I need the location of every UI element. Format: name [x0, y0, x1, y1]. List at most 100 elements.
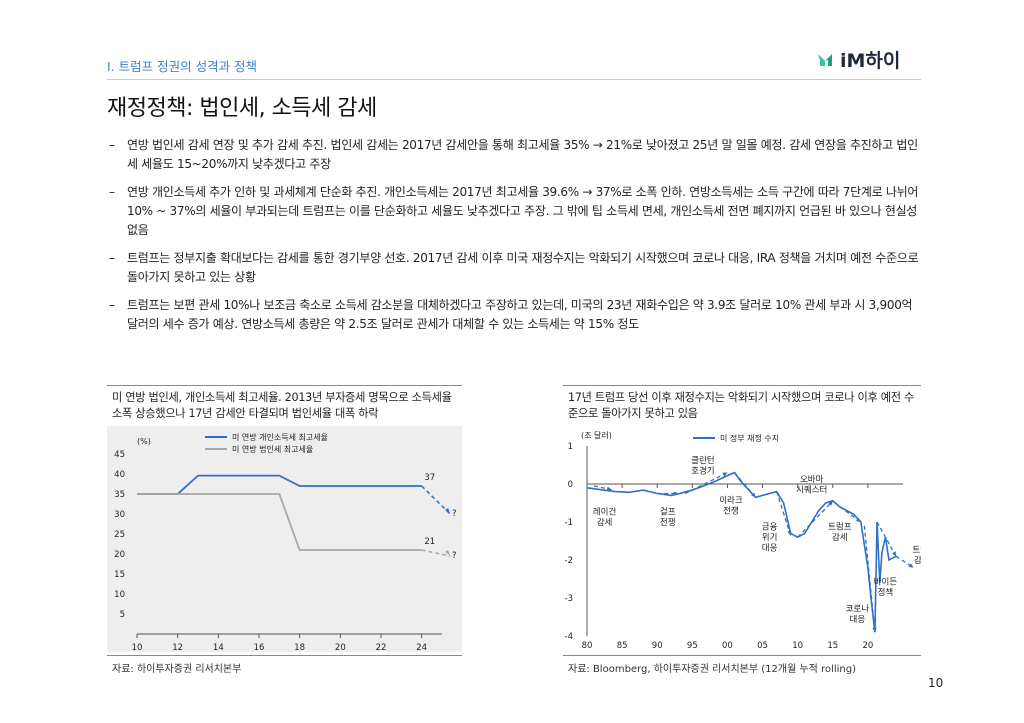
- projection-line: [421, 549, 451, 557]
- bullet-dash: –: [109, 138, 115, 152]
- y-tick-label: -3: [565, 594, 573, 604]
- logo-text: iM하이: [840, 50, 900, 72]
- x-tick-label: 00: [722, 641, 733, 651]
- right-chart-source: 자료: Bloomberg, 하이투자증권 리서치본부 (12개월 누적 rol…: [568, 664, 856, 675]
- annotation-arrowhead: [872, 627, 877, 633]
- y-tick-label: 35: [114, 490, 125, 500]
- annotation-label: 레이건: [593, 506, 616, 517]
- annotation-arrowhead: [606, 486, 612, 491]
- bullet-text: 트럼프는 정부지출 확대보다는 감세를 통한 경기부양 선호. 2017년 감세…: [127, 251, 919, 284]
- section-heading: I. 트럼프 정권의 성격과 정책: [107, 59, 258, 74]
- annotation-arrowhead: [722, 472, 728, 477]
- annotation-label: 트럼프: [912, 545, 921, 555]
- bullet-item: – 연방 법인세 감세 연장 및 추가 감세 추진. 법인세 감세는 2017년…: [107, 136, 921, 174]
- right-chart-bottom-rule: [563, 655, 921, 656]
- right-chart-top-rule: [563, 385, 921, 386]
- x-tick-label: 24: [416, 643, 427, 652]
- bullet-dash: –: [109, 185, 115, 199]
- annotation-label: 시퀘스터: [796, 486, 827, 496]
- annotation-label: 정책: [878, 587, 894, 598]
- annotation-label: 위기: [762, 533, 778, 543]
- bullet-text: 트럼프는 보편 관세 10%나 보조금 축소로 소득세 감소분을 대체하겠다고 …: [127, 298, 913, 331]
- left-chart-source: 자료: 하이투자증권 리서치본부: [112, 664, 242, 675]
- legend-label: 미 정부 재정 수지: [720, 433, 779, 443]
- legend-label: 미 연방 법인세 최고세율: [232, 444, 313, 454]
- annotation-label: 걸프: [660, 507, 676, 517]
- y-tick-label: 40: [114, 470, 125, 480]
- x-tick-label: 12: [172, 643, 183, 652]
- y-tick-label: 1: [568, 442, 573, 452]
- bullet-item: – 트럼프는 정부지출 확대보다는 감세를 통한 경기부양 선호. 2017년 …: [107, 249, 921, 287]
- annotation-label: 바이든: [874, 577, 898, 588]
- annotation-arrow: [775, 491, 792, 536]
- x-tick-label: 05: [757, 641, 768, 651]
- x-tick-label: 16: [254, 643, 265, 652]
- projection-arrowhead: [445, 550, 451, 556]
- annotation-label: 대응: [762, 544, 778, 554]
- y-tick-label: -2: [565, 556, 573, 566]
- annotation-label: 오바마: [800, 474, 824, 485]
- x-tick-label: 95: [687, 641, 698, 651]
- annotation-label: ?: [452, 509, 457, 519]
- annotation-label: 37: [424, 473, 435, 483]
- series-line: [137, 493, 422, 551]
- x-tick-label: 20: [335, 643, 346, 652]
- annotation-arrowhead: [908, 563, 914, 568]
- left-chart-panel: (%) 45 40 35 30 25 20 15 10 5 10 12 14 16 18 20 22 24 37 21…: [107, 426, 462, 653]
- y-tick-label: 15: [114, 570, 125, 580]
- annotation-label: 이라크: [719, 495, 743, 506]
- x-tick-label: 80: [582, 641, 593, 651]
- x-tick-label: 14: [213, 643, 224, 652]
- y-tick-label: -4: [565, 632, 573, 642]
- annotation-label: 감세: [832, 532, 848, 543]
- y-tick-label: -1: [565, 518, 573, 528]
- bullet-item: – 트럼프는 보편 관세 10%나 보조금 축소로 소득세 감소분을 대체하겠다…: [107, 296, 921, 334]
- left-chart: (%) 45 40 35 30 25 20 15 10 5 10 12 14 16 18 20 22 24 37 21…: [114, 432, 457, 653]
- bullet-item: – 연방 개인소득세 추가 인하 및 과세체계 단순화 추진. 개인소득세는 2…: [107, 183, 921, 240]
- page-title: 재정정책: 법인세, 소득세 감세: [107, 96, 377, 121]
- y-tick-label: 20: [114, 550, 125, 560]
- projection-arrowhead: [445, 508, 451, 514]
- header-divider: [107, 79, 921, 80]
- x-tick-label: 90: [652, 641, 663, 651]
- y-tick-label: 0: [568, 480, 573, 490]
- company-logo: iM하이: [818, 50, 900, 72]
- x-tick-label: 85: [617, 641, 628, 651]
- y-tick-label: 45: [114, 450, 125, 460]
- annotation-label: 21: [424, 537, 435, 547]
- y-unit-label: (조 달러): [581, 431, 612, 440]
- annotation-arrowhead: [855, 517, 861, 522]
- right-chart-title: 17년 트럼프 당선 이후 재정수지는 악화되기 시작했으며 코로나 이후 예전…: [568, 391, 914, 420]
- annotation-arrowhead: [673, 491, 679, 496]
- x-tick-label: 22: [376, 643, 387, 652]
- left-chart-title: 미 연방 법인세, 개인소득세 최고세율. 2013년 부자증세 명목으로 소득…: [112, 391, 452, 420]
- annotation-label: 전쟁: [723, 506, 739, 517]
- bullet-text: 연방 법인세 감세 연장 및 추가 감세 추진. 법인세 감세는 2017년 감…: [127, 138, 918, 171]
- annotation-label: 트럼프: [828, 523, 852, 533]
- right-chart: (조 달러)10-1-2-3-480 85 90 95 00 05 10 15 20미 정부 재…: [565, 431, 936, 651]
- y-tick-label: 5: [120, 610, 125, 620]
- annotation-arrow: [863, 525, 876, 633]
- y-tick-label: 10: [114, 590, 125, 600]
- x-tick-label: 10: [132, 643, 143, 652]
- annotation-label: 클린턴: [691, 455, 714, 466]
- annotation-arrowhead: [828, 501, 833, 506]
- left-chart-bottom-rule: [107, 655, 462, 656]
- x-tick-label: 15: [827, 641, 838, 651]
- annotation-arrow: [797, 500, 834, 538]
- annotation-label: ?: [452, 551, 457, 561]
- annotation-arrow: [685, 472, 728, 495]
- annotation-arrowhead: [891, 551, 896, 557]
- x-tick-label: 10: [792, 641, 803, 651]
- x-tick-label: 18: [294, 643, 305, 652]
- annotation-label: 금융: [762, 523, 778, 533]
- annotation-arrow: [733, 472, 757, 498]
- bullet-text: 연방 개인소득세 추가 인하 및 과세체계 단순화 추진. 개인소득세는 201…: [127, 185, 919, 237]
- right-chart-panel: (조 달러) 1 0 -1 -2 -3 -4 80 85 90 95 00 05 10 15 20 미 정부 재…: [563, 426, 936, 652]
- bullet-list: – 연방 법인세 감세 연장 및 추가 감세 추진. 법인세 감세는 2017년…: [107, 136, 921, 343]
- annotation-label: 코로나: [846, 604, 870, 614]
- bullet-dash: –: [109, 251, 115, 265]
- annotation-label: 호경기: [691, 466, 714, 477]
- bullet-dash: –: [109, 298, 115, 312]
- annotation-label: 감세?: [914, 555, 921, 566]
